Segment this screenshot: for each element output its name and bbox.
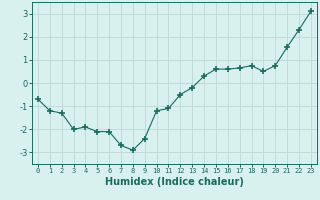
- X-axis label: Humidex (Indice chaleur): Humidex (Indice chaleur): [105, 177, 244, 187]
